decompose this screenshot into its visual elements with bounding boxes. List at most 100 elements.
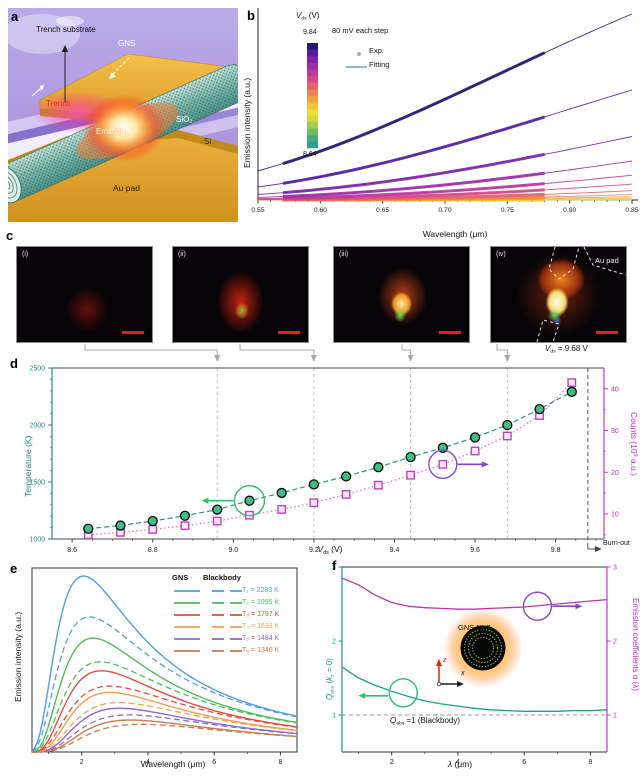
au-pad-outline xyxy=(536,247,626,342)
trench-label: Trench xyxy=(46,99,71,108)
legend-t4: T₄ = 1633 K xyxy=(242,623,280,630)
au-pad-label-a: Au pad xyxy=(113,183,140,193)
svg-text:6: 6 xyxy=(212,759,216,766)
scale-bar xyxy=(596,330,618,334)
legend-header-blackbody: Blackbody xyxy=(203,573,241,582)
svg-text:9.8: 9.8 xyxy=(551,547,561,554)
panel-d-chart: 1000 1500 2000 2500 10 20 30 40 8.6 8.8 9.0 9.2 9.4 9… xyxy=(29,366,619,555)
panel-b-xlabel: Wavelength (μm) xyxy=(422,229,488,239)
svg-text:0.55: 0.55 xyxy=(251,207,264,214)
panel-e-xlabel: Wavelength (μm) xyxy=(140,759,206,769)
step-note: 80 mV each step xyxy=(332,26,389,35)
panel-d-ylabel-left: Temperature (K) xyxy=(23,435,33,497)
inset-title: GNS NLS xyxy=(458,623,491,632)
svg-text:0.85: 0.85 xyxy=(625,207,638,214)
svg-text:6: 6 xyxy=(522,759,526,766)
legend-t6: T₆ = 1346 K xyxy=(242,647,280,654)
svg-text:1500: 1500 xyxy=(29,480,45,487)
svg-text:30: 30 xyxy=(611,428,619,435)
svg-text:2: 2 xyxy=(390,759,394,766)
svg-text:2000: 2000 xyxy=(29,423,45,430)
image-tag-i: (i) xyxy=(22,251,29,258)
panel-f-ylabel-right: Emission coefficients α (λ) xyxy=(631,598,640,691)
panel-d-ylabel-right: Counts (109 a.u.) xyxy=(629,412,639,476)
colorbar-min-value: 8.64 xyxy=(303,151,317,158)
emission-image-ii: (ii) xyxy=(172,246,309,343)
panel-b-letter: b xyxy=(247,8,255,23)
svg-text:9.6: 9.6 xyxy=(470,547,480,554)
svg-text:10: 10 xyxy=(611,511,619,518)
panel-f-ylabel-left: Qabs (kz = 0) xyxy=(325,658,336,700)
svg-text:9.0: 9.0 xyxy=(228,547,238,554)
svg-text:3: 3 xyxy=(332,565,336,572)
si-label: Si xyxy=(204,137,212,146)
svg-text:2: 2 xyxy=(80,759,84,766)
svg-text:8: 8 xyxy=(278,759,282,766)
sio2-label: SiO₂ xyxy=(176,115,193,124)
svg-text:0.70: 0.70 xyxy=(438,207,451,214)
svg-text:2: 2 xyxy=(332,639,336,646)
legend-t1: T₁ = 2283 K xyxy=(242,587,279,594)
svg-text:0.75: 0.75 xyxy=(501,207,514,214)
emission-image-iv: (iv) Au pad xyxy=(490,246,627,343)
svg-text:4: 4 xyxy=(456,759,460,766)
exp-marker-swatch xyxy=(357,52,361,56)
scale-bar xyxy=(122,330,144,334)
y-axis-marker-label: y xyxy=(40,84,44,91)
legend-exp-label: Exp. xyxy=(369,46,385,55)
panel-e-letter: e xyxy=(10,561,18,576)
panel-b-chart: 0.55 0.60 0.65 0.70 0.75 0.80 0.85 xyxy=(251,8,639,214)
legend-t5: T₅ = 1484 K xyxy=(242,635,280,642)
trench-substrate-label: Trench substrate xyxy=(36,25,96,34)
svg-text:0.65: 0.65 xyxy=(376,207,389,214)
inset-x-axis-label: x xyxy=(461,670,465,677)
device-illustration xyxy=(8,8,238,222)
svg-text:9.2: 9.2 xyxy=(309,547,319,554)
svg-text:2500: 2500 xyxy=(29,366,45,373)
svg-text:4: 4 xyxy=(146,759,150,766)
panel-f-xlabel: λ (μm) xyxy=(447,759,473,769)
burnout-label: Burn-out xyxy=(603,540,630,547)
panel-b-ylabel: Emission intensity (a.u.) xyxy=(242,77,252,168)
legend-header-gns: GNS xyxy=(172,573,189,582)
emission-image-i: (i) xyxy=(16,246,153,343)
svg-text:0.80: 0.80 xyxy=(563,207,576,214)
legend-t3: T₃ = 1797 K xyxy=(242,611,280,618)
vds-968-label: Vds = 9.68 V xyxy=(545,344,588,355)
panel-f-letter: f xyxy=(332,558,337,573)
svg-text:1: 1 xyxy=(332,713,336,720)
colorbar-max-value: 9.84 xyxy=(303,29,317,36)
scale-bar xyxy=(278,330,300,334)
svg-text:1: 1 xyxy=(613,713,617,720)
gns-label: GNS xyxy=(118,39,136,48)
legend-fitting-label: Fitting xyxy=(369,60,390,69)
image-tag-ii: (ii) xyxy=(178,251,186,258)
svg-text:40: 40 xyxy=(611,386,619,393)
panel-e-chart: 2 4 6 8 xyxy=(31,567,298,766)
panel-f-chart: 1 1 2 2 3 3 2 4 6 8 xyxy=(332,565,617,767)
image-tag-iv: (iv) xyxy=(496,251,506,258)
svg-text:8: 8 xyxy=(588,759,592,766)
panel-e-ylabel: Emission intensity (a.u.) xyxy=(13,611,23,702)
legend-t2: T₂ = 1995 K xyxy=(242,599,280,606)
blackbody-note: Qabs =1 (Blackbody) xyxy=(390,716,461,727)
fitting-line-swatch xyxy=(346,66,367,68)
svg-text:8.8: 8.8 xyxy=(148,547,158,554)
svg-text:2: 2 xyxy=(613,639,617,646)
scale-bar xyxy=(439,330,461,334)
svg-text:0.60: 0.60 xyxy=(314,207,327,214)
panel-a-letter: a xyxy=(11,9,19,24)
panel-c-letter: c xyxy=(6,228,14,243)
svg-text:1000: 1000 xyxy=(29,537,45,544)
svg-text:8.6: 8.6 xyxy=(67,547,77,554)
emission-image-iii: (iii) xyxy=(333,246,470,343)
panel-d-letter: d xyxy=(10,356,18,371)
emitting-label: Emitting xyxy=(96,127,125,136)
image-tag-iii: (iii) xyxy=(339,251,349,258)
svg-text:9.4: 9.4 xyxy=(390,547,400,554)
panel-d-xlabel: Vds (V) xyxy=(317,544,343,556)
svg-text:20: 20 xyxy=(611,470,619,477)
colorbar-title: Vds (V) xyxy=(296,11,320,22)
svg-text:3: 3 xyxy=(613,565,617,572)
